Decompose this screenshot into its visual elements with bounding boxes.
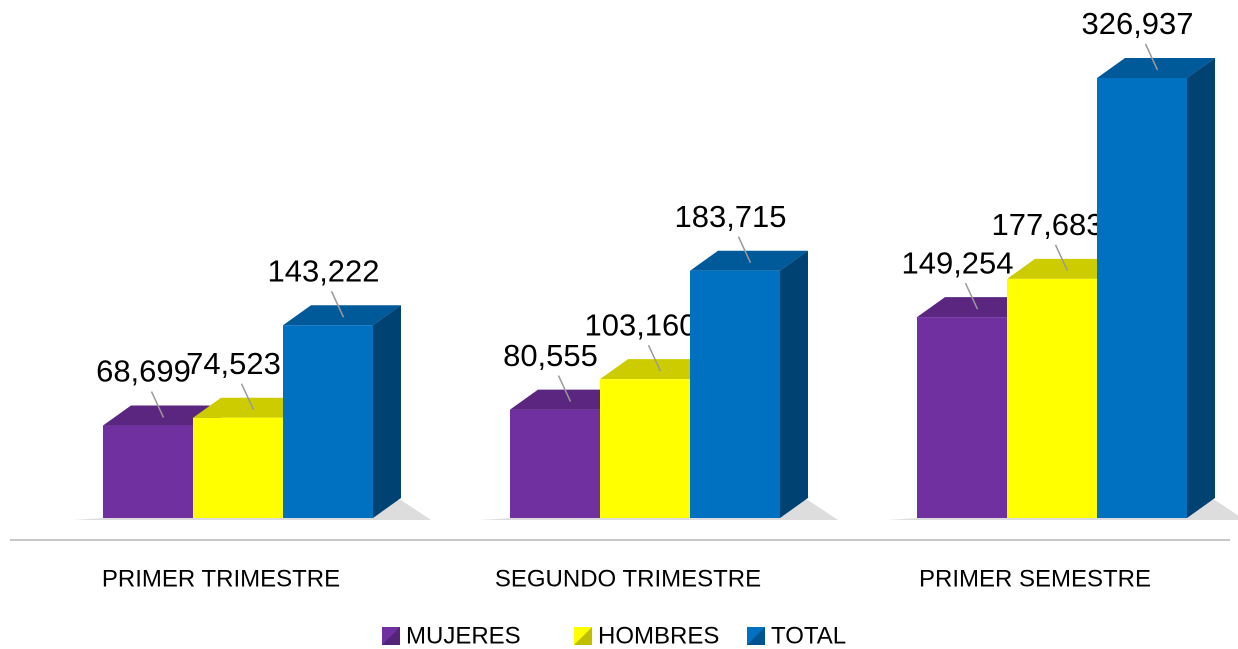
leader-line xyxy=(647,344,662,372)
x-tick-label: PRIMER SEMESTRE xyxy=(919,565,1151,592)
bar xyxy=(690,270,780,518)
x-tick-label: PRIMER TRIMESTRE xyxy=(102,565,340,592)
legend-swatch-shade xyxy=(747,627,765,645)
value-label: 149,254 xyxy=(901,245,1013,280)
value-label: 68,699 xyxy=(96,354,191,389)
bar-side xyxy=(373,305,401,518)
value-label: 177,683 xyxy=(991,207,1103,242)
value-label: 326,937 xyxy=(1081,6,1193,41)
leader-line xyxy=(1144,43,1159,71)
bar xyxy=(917,317,1007,518)
leader-line xyxy=(150,391,165,418)
bar-side xyxy=(1187,58,1215,518)
value-label: 103,160 xyxy=(584,307,696,342)
legend-label: HOMBRES xyxy=(598,622,719,649)
leader-line xyxy=(240,383,255,411)
bar xyxy=(193,417,283,518)
bar xyxy=(1097,78,1187,518)
leader-line xyxy=(737,236,752,264)
bar xyxy=(103,425,193,518)
value-label: 143,222 xyxy=(267,253,379,288)
bar xyxy=(510,409,600,518)
legend-label: TOTAL xyxy=(771,622,846,649)
legend-swatch-shade xyxy=(382,627,400,645)
value-label: 183,715 xyxy=(674,199,786,234)
leader-line xyxy=(330,290,345,318)
leader-line xyxy=(557,375,572,402)
value-label: 80,555 xyxy=(503,338,598,373)
legend-swatch-shade xyxy=(574,627,592,645)
bar xyxy=(600,379,690,518)
leader-line xyxy=(1054,244,1069,272)
x-tick-label: SEGUNDO TRIMESTRE xyxy=(495,565,761,592)
bar xyxy=(1007,278,1097,518)
legend-label: MUJERES xyxy=(406,622,521,649)
leader-line xyxy=(964,282,979,310)
bar xyxy=(283,325,373,518)
value-label: 74,523 xyxy=(186,346,281,381)
bar-side xyxy=(780,250,808,518)
